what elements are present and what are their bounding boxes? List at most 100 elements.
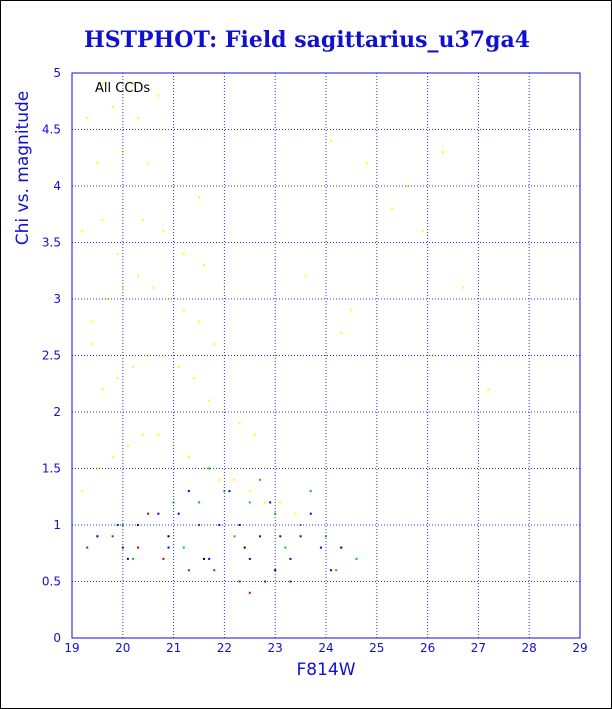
data-point xyxy=(325,535,327,538)
data-point xyxy=(101,218,104,221)
data-point xyxy=(157,433,160,436)
data-point xyxy=(238,580,241,583)
x-tick-label: 21 xyxy=(166,641,181,655)
x-tick-label: 29 xyxy=(572,641,587,655)
x-tick-label: 25 xyxy=(369,641,384,655)
tick-labels: 19 20 21 22 23 24 25 26 27 28 29 0 0.5 1 1.5 2 2.5 3 3.5 4 4… xyxy=(42,66,588,655)
data-point xyxy=(238,422,241,425)
data-point xyxy=(157,94,160,97)
y-axis-label: Chi vs. magnitude xyxy=(13,91,33,245)
data-point xyxy=(182,546,185,549)
data-point xyxy=(162,557,165,560)
data-point xyxy=(91,320,94,323)
x-tick-label: 26 xyxy=(420,641,435,655)
y-tick-label: 0.5 xyxy=(42,575,61,589)
data-point xyxy=(274,569,277,572)
data-point xyxy=(238,524,241,526)
data-point xyxy=(233,535,236,538)
data-point xyxy=(126,444,129,447)
data-point xyxy=(96,467,99,470)
data-point xyxy=(187,569,190,572)
data-point xyxy=(96,535,99,538)
y-tick-label: 0 xyxy=(53,631,61,645)
data-point xyxy=(131,365,134,368)
data-point xyxy=(299,535,302,538)
data-point xyxy=(182,252,185,255)
data-point xyxy=(441,151,444,154)
data-point xyxy=(228,490,231,493)
data-point xyxy=(111,535,114,538)
data-point xyxy=(198,501,200,504)
data-point xyxy=(91,343,94,346)
data-point xyxy=(142,433,145,436)
data-point xyxy=(147,512,150,515)
data-point xyxy=(269,501,272,504)
data-point xyxy=(177,512,180,515)
data-point xyxy=(294,512,297,515)
data-point xyxy=(187,456,190,459)
data-point xyxy=(365,162,368,165)
data-point xyxy=(248,501,251,504)
data-point xyxy=(167,535,170,538)
data-point xyxy=(172,185,175,187)
ccd-annotation: All CCDs xyxy=(95,81,150,96)
data-point xyxy=(355,557,358,560)
data-point xyxy=(208,557,211,560)
data-point xyxy=(264,580,267,583)
data-point xyxy=(208,467,211,470)
data-point xyxy=(243,546,246,549)
data-point xyxy=(111,456,114,459)
data-point xyxy=(330,139,333,142)
data-point xyxy=(177,365,180,368)
data-point xyxy=(289,580,292,583)
y-tick-label: 3 xyxy=(53,292,61,306)
data-point xyxy=(487,388,490,391)
data-point xyxy=(101,388,104,391)
data-point xyxy=(198,196,200,199)
data-point xyxy=(121,286,124,289)
y-tick-label: 5 xyxy=(53,66,61,80)
data-point xyxy=(258,535,261,538)
data-point xyxy=(162,230,165,233)
x-tick-label: 20 xyxy=(115,641,130,655)
data-point xyxy=(248,557,251,560)
data-point xyxy=(187,490,190,493)
data-point xyxy=(111,105,114,108)
data-point xyxy=(101,83,104,86)
y-tick-label: 2 xyxy=(53,405,61,419)
data-point xyxy=(106,298,109,300)
data-point xyxy=(340,331,343,334)
data-point xyxy=(137,275,140,278)
data-point xyxy=(391,207,394,210)
x-tick-label: 28 xyxy=(522,641,537,655)
data-point xyxy=(279,501,282,504)
data-point xyxy=(203,557,206,560)
data-point xyxy=(126,557,129,560)
data-point xyxy=(147,162,150,165)
x-tick-label: 23 xyxy=(268,641,283,655)
data-point xyxy=(233,478,236,481)
data-point xyxy=(264,501,267,504)
data-point xyxy=(86,546,89,549)
y-tick-label: 2.5 xyxy=(42,349,61,363)
x-tick-label: 24 xyxy=(318,641,333,655)
data-point xyxy=(116,252,119,255)
x-tick-label: 27 xyxy=(471,641,486,655)
data-point xyxy=(462,286,465,289)
plot-border xyxy=(71,72,581,639)
data-point xyxy=(248,490,251,493)
data-point xyxy=(131,83,134,86)
data-point xyxy=(218,478,221,481)
data-point xyxy=(152,286,155,289)
data-point xyxy=(121,151,124,154)
data-point xyxy=(421,230,424,233)
data-point xyxy=(274,512,277,515)
x-tick-label: 22 xyxy=(217,641,232,655)
data-point xyxy=(81,230,84,233)
data-point xyxy=(223,286,226,289)
y-tick-label: 3.5 xyxy=(42,236,61,250)
data-point xyxy=(131,557,134,560)
y-tick-label: 1.5 xyxy=(42,462,61,476)
